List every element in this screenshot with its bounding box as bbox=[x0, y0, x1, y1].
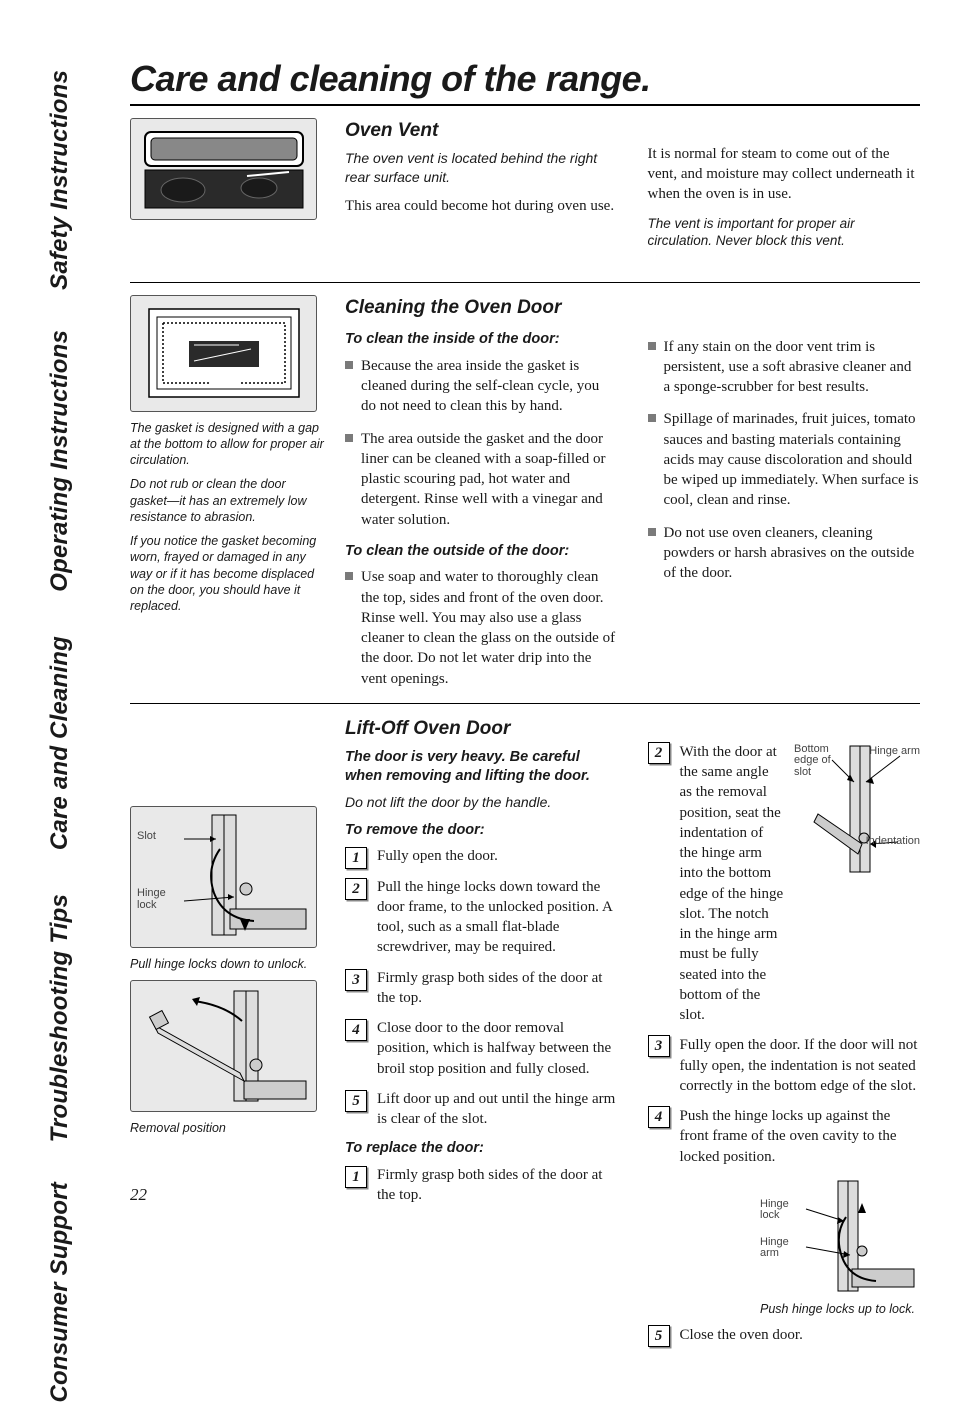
lift-heading: Lift-Off Oven Door bbox=[345, 716, 618, 742]
lift-intro: Do not lift the door by the handle. bbox=[345, 793, 618, 811]
door-caption-1: The gasket is designed with a gap at the… bbox=[130, 420, 325, 469]
removal-position-illustration bbox=[130, 980, 317, 1112]
list-item: Use soap and water to thoroughly clean t… bbox=[345, 567, 618, 689]
step-text: Firmly grasp both sides of the door at t… bbox=[377, 1167, 602, 1203]
replace-step-4: 4 Push the hinge locks up against the fr… bbox=[648, 1106, 921, 1167]
replace-step-3: 3 Fully open the door. If the door will … bbox=[648, 1035, 921, 1096]
lift-caption-2: Removal position bbox=[130, 1120, 325, 1136]
step-item: 1 Fully open the door. bbox=[345, 846, 618, 866]
hinge-lock-diagram: Hinge lock Hinge arm bbox=[760, 1177, 920, 1297]
step-text: Lift door up and out until the hinge arm… bbox=[377, 1091, 615, 1127]
step-text: Close the oven door. bbox=[680, 1325, 921, 1345]
list-item: Do not use oven cleaners, cleaning powde… bbox=[648, 523, 921, 584]
step-number-icon: 1 bbox=[345, 847, 367, 869]
door-sub-inside: To clean the inside of the door: bbox=[345, 330, 618, 350]
remove-steps: 1 Fully open the door. 2 Pull the hinge lo… bbox=[345, 846, 618, 1129]
replace-step-5: 5 Close the oven door. bbox=[648, 1325, 921, 1347]
door-caption-2: Do not rub or clean the door gasket—it h… bbox=[130, 476, 325, 525]
door-inside-list: Because the area inside the gasket is cl… bbox=[345, 356, 618, 530]
section-oven-vent: Oven Vent The oven vent is located behin… bbox=[130, 118, 920, 260]
door-outside-left-list: Use soap and water to thoroughly clean t… bbox=[345, 567, 618, 689]
step-item: 2 Pull the hinge locks down toward the do… bbox=[345, 877, 618, 958]
step-number-icon: 2 bbox=[345, 878, 367, 900]
list-item: Spillage of marinades, fruit juices, tom… bbox=[648, 409, 921, 510]
label-hinge-arm: Hinge arm bbox=[869, 744, 920, 759]
door-outside-right-list: If any stain on the door vent trim is pe… bbox=[648, 337, 921, 584]
door-heading: Cleaning the Oven Door bbox=[345, 295, 618, 321]
replace-steps-left: 1 Firmly grasp both sides of the door at … bbox=[345, 1165, 618, 1206]
vent-p2: It is normal for steam to come out of th… bbox=[648, 144, 921, 205]
step-item: 3 Firmly grasp both sides of the door at … bbox=[345, 968, 618, 1009]
vent-note: The vent is important for proper air cir… bbox=[648, 215, 921, 250]
step-text: Fully open the door. If the door will no… bbox=[680, 1035, 921, 1096]
manual-page: Safety Instructions Operating Instructio… bbox=[0, 0, 954, 1235]
label-bottom-edge: Bottom edge of slot bbox=[794, 744, 840, 779]
list-item: Because the area inside the gasket is cl… bbox=[345, 356, 618, 417]
lift-warn: The door is very heavy. Be careful when … bbox=[345, 748, 618, 787]
rule-1 bbox=[130, 282, 920, 283]
vent-heading: Oven Vent bbox=[345, 118, 618, 144]
step-text: Push the hinge locks up against the fron… bbox=[680, 1106, 921, 1167]
step-number-icon: 4 bbox=[345, 1019, 367, 1041]
side-tab-rail: Safety Instructions Operating Instructio… bbox=[12, 60, 107, 1413]
label-slot: Slot bbox=[137, 829, 156, 843]
door-caption-3: If you notice the gasket becoming worn, … bbox=[130, 533, 325, 614]
lock-caption: Push hinge locks up to lock. bbox=[760, 1301, 920, 1317]
step-text: Fully open the door. bbox=[377, 848, 498, 864]
replace-step-2: 2 With the door at the same angle as the… bbox=[648, 742, 921, 1026]
door-sub-outside: To clean the outside of the door: bbox=[345, 542, 618, 562]
step-item: 4 Close door to the door removal position… bbox=[345, 1018, 618, 1079]
tab-care[interactable]: Care and Cleaning bbox=[42, 622, 78, 864]
label-hinge-arm-2: Hinge arm bbox=[760, 1237, 802, 1260]
section-liftoff: Slot Hinge lock Pull hinge locks down to… bbox=[130, 716, 920, 1357]
tab-safety[interactable]: Safety Instructions bbox=[44, 60, 76, 300]
vent-p1: This area could become hot during oven u… bbox=[345, 196, 618, 216]
lift-caption-1: Pull hinge locks down to unlock. bbox=[130, 956, 325, 972]
tab-troubleshoot[interactable]: Troubleshooting Tips bbox=[44, 884, 76, 1152]
step-number-icon: 5 bbox=[345, 1090, 367, 1112]
step-number-icon: 2 bbox=[648, 742, 670, 764]
label-hinge-lock: Hinge lock bbox=[137, 887, 177, 911]
step-text: Firmly grasp both sides of the door at t… bbox=[377, 970, 602, 1006]
label-hinge-lock-2: Hinge lock bbox=[760, 1199, 802, 1222]
lift-sub-remove: To remove the door: bbox=[345, 821, 618, 841]
step-text: Pull the hinge locks down toward the doo… bbox=[377, 879, 612, 956]
tab-operating[interactable]: Operating Instructions bbox=[44, 320, 76, 602]
step-number-icon: 1 bbox=[345, 1166, 367, 1188]
label-indentation: Indentation bbox=[866, 834, 920, 849]
rule-2 bbox=[130, 703, 920, 704]
section-door: The gasket is designed with a gap at the… bbox=[130, 295, 920, 701]
list-item: The area outside the gasket and the door… bbox=[345, 429, 618, 530]
step-number-icon: 4 bbox=[648, 1106, 670, 1128]
step-text: Close door to the door removal position,… bbox=[377, 1020, 611, 1077]
hinge-unlock-illustration: Slot Hinge lock bbox=[130, 806, 317, 948]
vent-intro: The oven vent is located behind the righ… bbox=[345, 149, 618, 185]
step-item: 1 Firmly grasp both sides of the door at … bbox=[345, 1165, 618, 1206]
step-number-icon: 5 bbox=[648, 1325, 670, 1347]
page-number: 22 bbox=[130, 1184, 147, 1207]
vent-illustration bbox=[130, 118, 317, 220]
hinge-seat-diagram: Bottom edge of slot Hinge arm Indentatio… bbox=[792, 742, 920, 882]
step-item: 5 Lift door up and out until the hinge ar… bbox=[345, 1089, 618, 1130]
list-item: If any stain on the door vent trim is pe… bbox=[648, 337, 921, 398]
content-area: Care and cleaning of the range. bbox=[130, 60, 920, 1357]
step-text: With the door at the same angle as the r… bbox=[680, 742, 785, 1026]
lift-sub-replace: To replace the door: bbox=[345, 1139, 618, 1159]
step-number-icon: 3 bbox=[345, 969, 367, 991]
door-gasket-illustration bbox=[130, 295, 317, 412]
tab-support[interactable]: Consumer Support bbox=[44, 1172, 76, 1413]
page-title: Care and cleaning of the range. bbox=[130, 60, 920, 98]
title-rule bbox=[130, 104, 920, 106]
step-number-icon: 3 bbox=[648, 1035, 670, 1057]
